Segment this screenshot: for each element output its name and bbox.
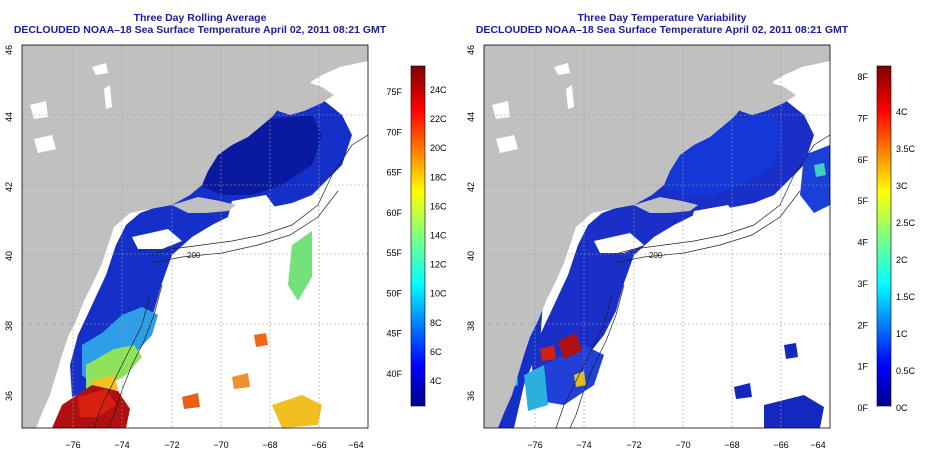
colorbar-tick-label: 0F xyxy=(857,403,868,413)
left-colorbar-f-labels: 40F 45F 50F 55F 60F 65F 70F 75F xyxy=(386,87,402,379)
colorbar-tick-label: 2.5C xyxy=(896,218,916,228)
left-colorbar-c-labels: 4C 6C 8C 10C 12C 14C 16C 18C 20C 22C 24C xyxy=(430,85,447,386)
left-y-tick: 38 xyxy=(4,321,14,331)
left-y-tick: 40 xyxy=(4,251,14,261)
colorbar-tick-label: 2C xyxy=(896,255,908,265)
colorbar-tick-label: 2F xyxy=(857,320,868,330)
left-x-tick: −70 xyxy=(213,440,228,450)
colorbar-tick-label: 50F xyxy=(386,288,402,298)
left-x-tick: −72 xyxy=(164,440,179,450)
colorbar-tick-label: 4C xyxy=(430,376,442,386)
colorbar-tick-label: 10C xyxy=(430,289,447,299)
left-map-frame xyxy=(21,44,369,429)
colorbar-tick-label: 65F xyxy=(386,168,402,178)
colorbar-tick-label: 70F xyxy=(386,127,402,137)
right-panel-title: Three Day Temperature Variability DECLOU… xyxy=(462,12,862,36)
right-title: Three Day Temperature Variability xyxy=(577,12,747,24)
left-x-tick: −74 xyxy=(114,440,129,450)
left-colorbar xyxy=(410,65,426,407)
colorbar-tick-label: 4F xyxy=(857,238,868,248)
right-x-tick: −64 xyxy=(810,440,825,450)
colorbar-tick-label: 4C xyxy=(896,107,908,117)
right-x-tick: −68 xyxy=(724,440,739,450)
colorbar-tick-label: 55F xyxy=(386,248,402,258)
colorbar-tick-label: 18C xyxy=(430,172,447,182)
left-x-tick: −68 xyxy=(262,440,277,450)
colorbar-tick-label: 1F xyxy=(857,362,868,372)
right-colorbar xyxy=(876,65,892,407)
colorbar-tick-label: 16C xyxy=(430,201,447,211)
left-y-tick: 42 xyxy=(4,182,14,192)
right-x-tick: −76 xyxy=(527,440,542,450)
colorbar-tick-label: 22C xyxy=(430,114,447,124)
right-x-tick: −74 xyxy=(576,440,591,450)
colorbar-tick-label: 8F xyxy=(857,72,868,82)
right-map: 200 xyxy=(483,44,831,429)
left-contour-label: 200 xyxy=(187,251,201,260)
right-y-tick: 38 xyxy=(466,321,476,331)
right-y-tick: 44 xyxy=(466,112,476,122)
colorbar-tick-label: 3C xyxy=(896,181,908,191)
right-y-tick: 36 xyxy=(466,391,476,401)
colorbar-tick-label: 5F xyxy=(857,196,868,206)
colorbar-tick-label: 7F xyxy=(857,113,868,123)
colorbar-tick-label: 3F xyxy=(857,279,868,289)
colorbar-tick-label: 8C xyxy=(430,318,442,328)
sst-shelf-warm xyxy=(86,345,142,389)
left-x-axis: −76 −74 −72 −70 −68 −66 −64 xyxy=(65,440,363,450)
colorbar-tick-label: 3.5C xyxy=(896,144,916,154)
colorbar-tick-label: 0.5C xyxy=(896,366,916,376)
right-colorbar-f-labels: 0F 1F 2F 3F 4F 5F 6F 7F 8F xyxy=(857,72,868,413)
right-x-axis: −76 −74 −72 −70 −68 −66 −64 xyxy=(527,440,825,450)
left-x-tick: −66 xyxy=(311,440,326,450)
left-y-tick: 44 xyxy=(4,112,14,122)
colorbar-tick-label: 40F xyxy=(386,369,402,379)
right-subtitle: DECLOUDED NOAA–18 Sea Surface Temperatur… xyxy=(475,24,849,36)
colorbar-tick-label: 20C xyxy=(430,143,447,153)
colorbar-tick-label: 12C xyxy=(430,260,447,270)
left-subtitle: DECLOUDED NOAA–18 Sea Surface Temperatur… xyxy=(13,24,387,36)
left-grid xyxy=(22,45,368,428)
colorbar-tick-label: 14C xyxy=(430,231,447,241)
sst-offshore-patch xyxy=(288,231,312,301)
right-y-tick: 40 xyxy=(466,251,476,261)
left-y-tick: 46 xyxy=(4,45,14,55)
colorbar-tick-label: 75F xyxy=(386,87,402,97)
right-x-tick: −70 xyxy=(675,440,690,450)
left-x-tick: −64 xyxy=(348,440,363,450)
left-y-axis: 36 38 40 42 44 46 xyxy=(4,45,14,401)
var-high-spot xyxy=(558,333,582,359)
right-y-tick: 42 xyxy=(466,182,476,192)
right-x-tick: −72 xyxy=(626,440,641,450)
right-grid xyxy=(484,45,830,428)
colorbar-tick-label: 6F xyxy=(857,155,868,165)
right-map-frame xyxy=(483,44,831,429)
right-y-tick: 46 xyxy=(466,45,476,55)
right-colorbar-c-labels: 0C 0.5C 1C 1.5C 2C 2.5C 3C 3.5C 4C xyxy=(896,107,916,413)
left-panel-title: Three Day Rolling Average DECLOUDED NOAA… xyxy=(0,12,400,36)
left-x-tick: −76 xyxy=(65,440,80,450)
colorbar-tick-label: 60F xyxy=(386,208,402,218)
colorbar-tick-label: 1.5C xyxy=(896,292,916,302)
colorbar-tick-label: 24C xyxy=(430,85,447,95)
colorbar-tick-label: 0C xyxy=(896,403,908,413)
right-x-tick: −66 xyxy=(773,440,788,450)
left-y-tick: 36 xyxy=(4,391,14,401)
right-contour-label: 200 xyxy=(649,251,663,260)
colorbar-tick-label: 45F xyxy=(386,329,402,339)
left-title: Three Day Rolling Average xyxy=(133,12,267,24)
colorbar-tick-label: 1C xyxy=(896,329,908,339)
left-map: 200 xyxy=(21,44,369,429)
right-y-axis: 36 38 40 42 44 46 xyxy=(466,45,476,401)
colorbar-tick-label: 6C xyxy=(430,347,442,357)
